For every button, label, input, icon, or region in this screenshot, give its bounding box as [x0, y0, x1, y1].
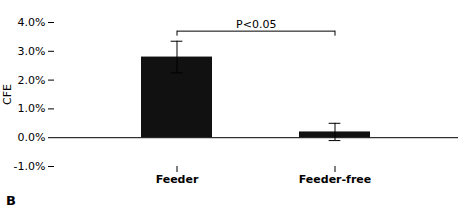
svg-text:P<0.05: P<0.05: [236, 18, 276, 31]
svg-text:-1.0%: -1.0%: [14, 160, 46, 173]
svg-text:2.0%: 2.0%: [18, 74, 46, 87]
svg-text:Feeder: Feeder: [156, 173, 199, 186]
svg-text:1.0%: 1.0%: [18, 102, 46, 115]
html-text:B: B: [6, 193, 16, 208]
svg-text:4.0%: 4.0%: [18, 16, 46, 29]
svg-text:CFE: CFE: [1, 84, 14, 105]
svg-text:3.0%: 3.0%: [18, 45, 46, 58]
svg-text:Feeder-free: Feeder-free: [299, 173, 371, 186]
svg-text:0.0%: 0.0%: [18, 131, 46, 144]
